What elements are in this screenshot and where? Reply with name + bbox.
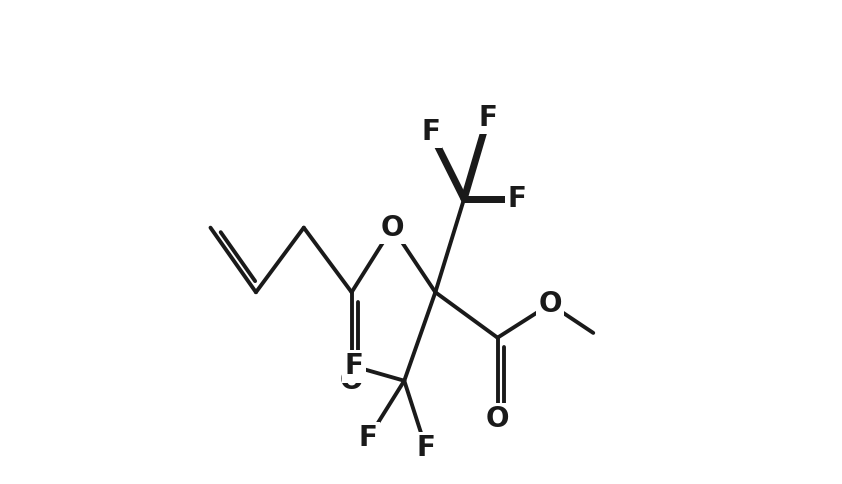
Text: O: O xyxy=(486,405,509,433)
Text: F: F xyxy=(416,434,435,462)
Text: F: F xyxy=(344,352,364,380)
Text: O: O xyxy=(381,213,404,242)
Text: F: F xyxy=(507,185,526,213)
Text: O: O xyxy=(340,367,364,395)
Text: F: F xyxy=(478,104,498,132)
Text: O: O xyxy=(538,290,562,318)
Text: F: F xyxy=(421,118,440,146)
Text: F: F xyxy=(359,424,378,452)
